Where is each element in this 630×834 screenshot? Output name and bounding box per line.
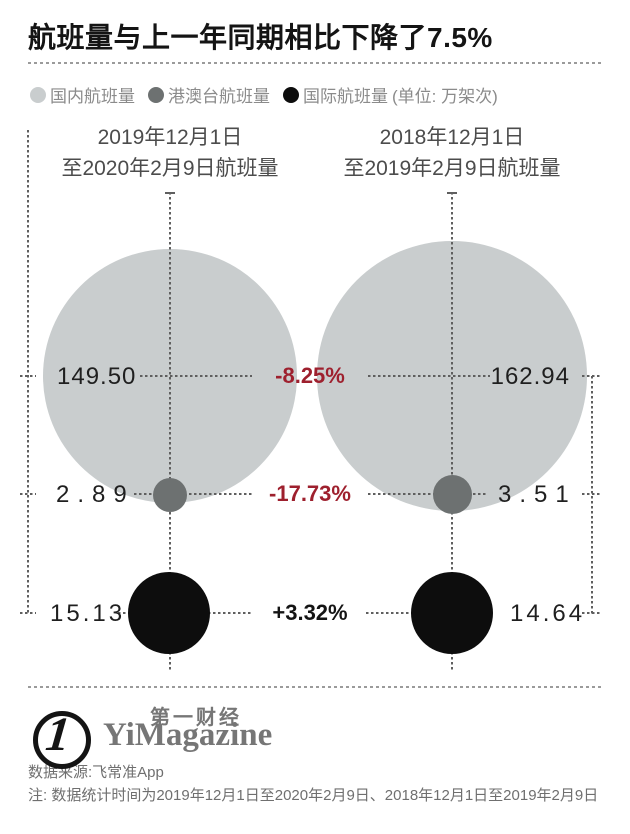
- row1-right-tick: [582, 375, 600, 377]
- legend-item-intl: 国际航班量 (单位: 万架次): [283, 82, 498, 107]
- row1-left-tick: [20, 375, 36, 377]
- hmt-bubble-2018: [433, 475, 472, 514]
- intl-change-pct: +3.32%: [272, 600, 348, 625]
- intl-value-2018: 14.64: [510, 600, 586, 627]
- legend-label: 港澳台航班量: [168, 87, 270, 106]
- hmt-dot-icon: [148, 86, 164, 103]
- domestic-change-pct: -8.25%: [275, 363, 345, 388]
- row1-left-dash: [140, 375, 252, 377]
- column-header-line2: 至2019年2月9日航班量: [343, 157, 561, 180]
- intl-bubble-2019: [128, 572, 210, 654]
- right-bracket-guide: [591, 376, 593, 614]
- right-column-axis-guide: [451, 192, 453, 672]
- axis-top-tick: [165, 192, 175, 194]
- row2-left-tick: [20, 493, 36, 495]
- column-header-2018: 2018年12月1日 至2019年2月9日航班量: [312, 122, 592, 184]
- axis-top-tick: [447, 192, 457, 194]
- data-period-note: 注: 数据统计时间为2019年12月1日至2020年2月9日、2018年12月1…: [28, 787, 599, 804]
- row2-left-dash: [134, 493, 252, 495]
- domestic-dot-icon: [30, 86, 46, 103]
- column-header-line2: 至2020年2月9日航班量: [61, 157, 279, 180]
- column-header-line1: 2019年12月1日: [97, 126, 243, 149]
- legend-label: 国内航班量: [50, 87, 135, 106]
- intl-bubble-2018: [411, 572, 493, 654]
- hmt-value-2018: 3.51: [498, 481, 577, 508]
- page-title: 航班量与上一年同期相比下降了7.5%: [28, 22, 493, 53]
- footer-separator: [28, 686, 602, 688]
- column-header-2019: 2019年12月1日 至2020年2月9日航班量: [30, 122, 310, 184]
- row3-right-tick: [582, 612, 600, 614]
- domestic-value-2018: 162.94: [490, 363, 570, 390]
- legend-item-domestic: 国内航班量: [30, 82, 135, 107]
- left-bracket-guide: [27, 130, 29, 613]
- hmt-change-pct: -17.73%: [269, 481, 351, 506]
- legend: 国内航班量 港澳台航班量 国际航班量 (单位: 万架次): [30, 82, 498, 107]
- title-separator: [28, 62, 602, 64]
- legend-item-hmt: 港澳台航班量: [148, 82, 270, 107]
- domestic-value-2019: 149.50: [57, 363, 137, 390]
- brand-name-chinese: 第一财经: [150, 707, 242, 729]
- left-column-axis-guide: [169, 192, 171, 672]
- brand-name-english: YiMagazine: [103, 717, 273, 753]
- row1-right-dash: [368, 375, 490, 377]
- row3-left-tick: [20, 612, 36, 614]
- legend-label: 国际航班量: [303, 87, 388, 106]
- column-header-line1: 2018年12月1日: [379, 126, 525, 149]
- legend-unit: (单位: 万架次): [392, 87, 498, 106]
- intl-value-2019: 15.13: [50, 600, 126, 627]
- intl-dot-icon: [283, 86, 299, 103]
- hmt-value-2019: 2.89: [56, 481, 135, 508]
- hmt-bubble-2019: [153, 478, 187, 512]
- row2-right-dash: [368, 493, 488, 495]
- row2-right-tick: [582, 493, 600, 495]
- yimagazine-logo-ring-icon: [33, 711, 91, 769]
